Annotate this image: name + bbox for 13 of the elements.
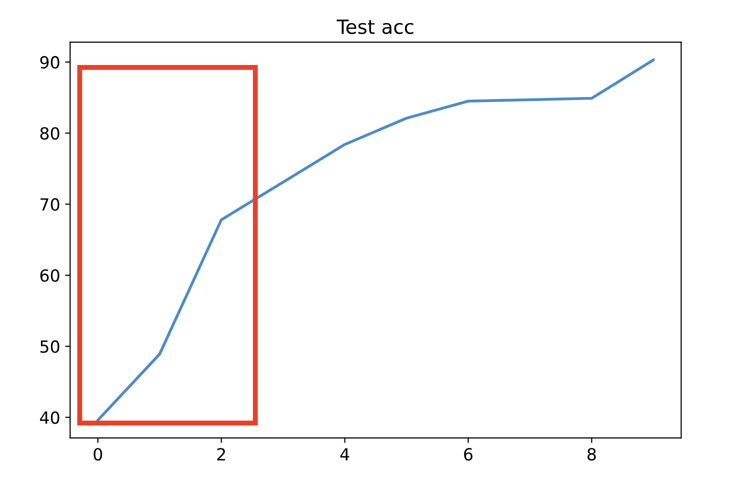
- y-tick-label: 50: [40, 340, 60, 353]
- x-tick-label: 0: [94, 448, 102, 461]
- chart-title: Test acc: [336, 20, 414, 34]
- y-tick-label: 80: [40, 127, 60, 140]
- y-tick-label: 40: [40, 411, 60, 424]
- x-tick-label: 2: [217, 448, 225, 460]
- y-tick-label: 90: [40, 56, 60, 69]
- y-tick-label: 70: [40, 198, 60, 211]
- line-series: [96, 58, 655, 422]
- x-tick-label: 6: [464, 448, 472, 461]
- x-tick-label: 8: [588, 448, 596, 461]
- x-tick-label: 4: [340, 448, 350, 460]
- y-tick-label: 60: [40, 269, 60, 282]
